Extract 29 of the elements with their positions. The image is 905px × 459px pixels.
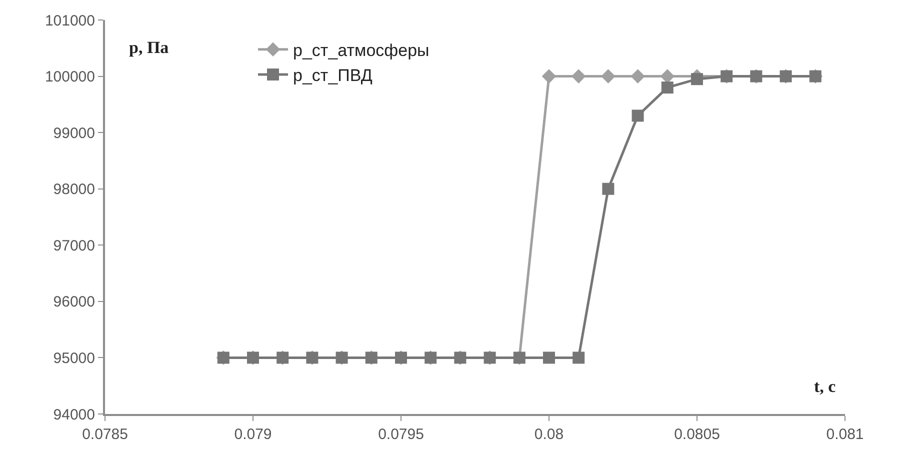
y-tick-label: 97000 <box>53 237 95 254</box>
point <box>602 182 614 195</box>
point <box>632 110 644 122</box>
y-tick-label: 98000 <box>53 181 95 198</box>
y-axis-title: p, Па <box>129 38 170 57</box>
point <box>543 352 555 364</box>
x-tick-label: 0.079 <box>234 426 272 443</box>
point <box>660 69 675 84</box>
point <box>661 82 674 94</box>
point <box>572 352 585 364</box>
x-tick-label: 0.0795 <box>378 426 424 443</box>
x-tick-label: 0.08 <box>534 426 564 443</box>
point <box>691 73 703 86</box>
y-tick-label: 94000 <box>53 406 95 424</box>
y-tick-label: 95000 <box>53 350 95 367</box>
point <box>571 69 586 84</box>
point <box>542 69 556 84</box>
x-tick-label: 0.0785 <box>82 426 128 443</box>
x-tick-label: 0.081 <box>826 426 864 443</box>
legend-label: p_ст_ПВД <box>293 66 373 86</box>
x-tick-label: 0.0805 <box>674 426 720 443</box>
x-axis-title: t, c <box>814 377 836 396</box>
legend-label: p_ст_атмосферы <box>293 41 430 60</box>
point <box>601 69 616 84</box>
y-tick-label: 99000 <box>53 124 95 142</box>
y-tick-label: 101000 <box>44 12 95 30</box>
y-tick-label: 96000 <box>53 294 95 311</box>
y-tick-label: 100000 <box>44 68 95 86</box>
point <box>630 69 645 84</box>
